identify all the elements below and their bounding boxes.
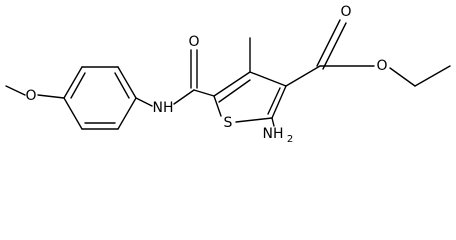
bond [193,89,215,97]
atom-label: O [376,58,387,74]
bond [117,97,137,130]
bond [389,67,416,87]
atom-label: O [188,34,199,50]
bond [63,66,83,99]
molecule: O NH O S NH 2 O O [5,4,451,145]
bond [267,87,281,115]
bond [173,89,195,105]
atom-label: S [224,115,233,131]
bond [213,95,222,117]
bond [37,94,65,99]
bond [271,85,287,119]
bond [322,22,347,70]
bond [249,71,287,87]
bond [271,117,275,127]
bond [135,97,153,107]
bond [114,72,130,99]
bond [218,79,251,103]
bonds [5,19,451,130]
bond [213,71,251,97]
atom-labels: O NH O S NH 2 O O [25,4,387,145]
bond [414,65,451,87]
bond [285,65,321,87]
bond [235,117,273,123]
atom-label: NH [263,126,284,142]
bond [63,97,83,130]
bond [5,85,26,96]
atom-label: O [340,4,351,20]
atom-label-subscript: 2 [287,134,293,145]
atom-label: NH [153,100,174,116]
bond [70,72,86,99]
bond [316,19,341,67]
atom-label: O [25,88,36,104]
page: {"atoms": {"methoxy_o": "O", "amide_nh":… [5,4,451,145]
bond [117,66,137,99]
